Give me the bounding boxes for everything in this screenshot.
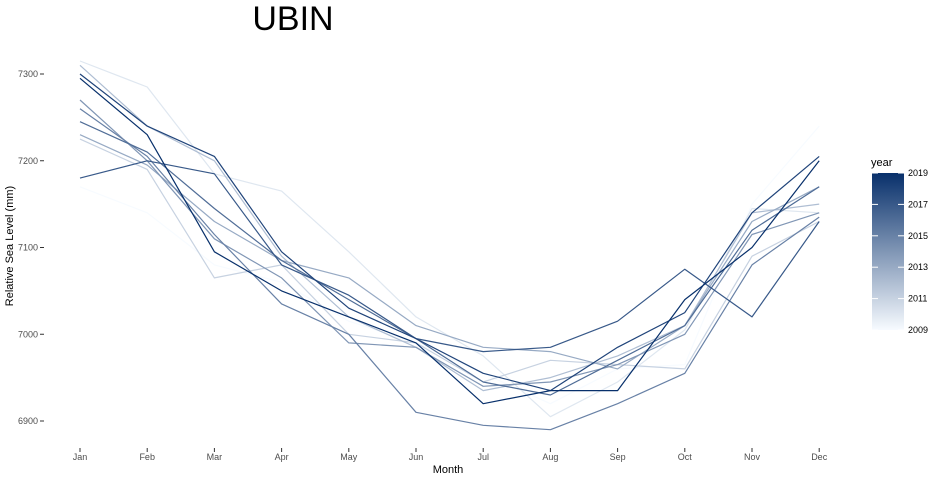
series-line-2016 — [79, 121, 820, 396]
legend-label: 2013 — [908, 262, 928, 272]
legend-title: year — [871, 157, 893, 169]
x-tick-label: Jul — [477, 452, 489, 462]
x-axis: Jan Feb Mar Apr May Jun Jul Aug Sep Oct Nov Dec — [73, 448, 828, 462]
legend-label: 2015 — [908, 231, 928, 241]
series-line-2012 — [79, 64, 820, 392]
x-tick-label: May — [340, 452, 358, 462]
legend-label: 2019 — [908, 168, 928, 178]
x-tick-label: Jun — [409, 452, 424, 462]
x-tick-label: Mar — [207, 452, 223, 462]
series-line-2017 — [79, 160, 820, 353]
series-line-2018 — [79, 73, 820, 392]
y-axis-title: Relative Sea Level (mm) — [4, 186, 16, 306]
x-tick-label: Oct — [678, 452, 693, 462]
series-line-2019 — [79, 77, 820, 405]
legend-label: 2009 — [908, 325, 928, 335]
y-tick-label: 7200 — [18, 156, 38, 166]
x-tick-label: Sep — [610, 452, 626, 462]
x-tick-label: Jan — [73, 452, 88, 462]
x-tick-label: Nov — [744, 452, 761, 462]
series-line-2009 — [79, 125, 820, 405]
series-line-2014 — [79, 99, 820, 387]
series-line-2013 — [79, 134, 820, 370]
legend: year 2019 2017 2015 2013 2011 2009 — [871, 157, 928, 335]
legend-ticks: 2019 2017 2015 2013 2011 2009 — [872, 168, 928, 335]
series-line-2011 — [79, 138, 820, 383]
legend-label: 2017 — [908, 199, 928, 209]
y-axis: 6900 7000 7100 7200 7300 — [18, 69, 44, 426]
legend-label: 2011 — [908, 294, 927, 304]
y-tick-label: 7100 — [18, 243, 38, 253]
x-tick-label: Apr — [275, 452, 289, 462]
x-tick-label: Aug — [542, 452, 558, 462]
y-tick-label: 7000 — [18, 329, 38, 339]
y-tick-label: 7300 — [18, 69, 38, 79]
series-lines — [79, 60, 820, 431]
chart-title: UBIN — [252, 0, 333, 38]
x-tick-label: Feb — [139, 452, 155, 462]
x-tick-label: Dec — [811, 452, 828, 462]
legend-colorbar — [872, 173, 904, 330]
x-axis-title: Month — [433, 464, 464, 476]
y-tick-label: 6900 — [18, 416, 38, 426]
series-line-2015 — [79, 108, 820, 431]
